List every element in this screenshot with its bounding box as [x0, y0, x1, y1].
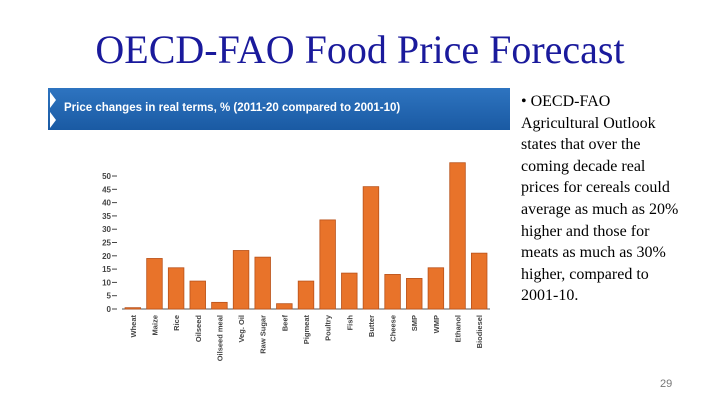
bullet-text: • OECD-FAO Agricultural Outlook states t… — [521, 93, 679, 305]
bar — [319, 219, 336, 310]
y-tick-label: 10 — [102, 278, 111, 287]
header-chevrons — [50, 92, 56, 128]
x-tick-label: Veg. Oil — [237, 315, 246, 343]
bar — [276, 303, 293, 310]
y-tick-label: 0 — [107, 305, 112, 314]
x-tick-label: Biodiesel — [475, 315, 484, 348]
x-tick-label: Pigmeat — [302, 315, 311, 345]
bar — [211, 301, 228, 310]
x-tick-label: Beef — [280, 315, 289, 332]
x-tick-label: Cheese — [389, 315, 398, 342]
y-tick-label: 45 — [102, 185, 111, 194]
bar — [449, 162, 466, 310]
x-tick-label: Raw Sugar — [259, 315, 268, 354]
y-tick-label: 50 — [102, 172, 111, 181]
bar — [427, 267, 445, 310]
y-tick-label: 25 — [102, 239, 111, 248]
bar — [232, 250, 250, 310]
y-tick-label: 20 — [102, 252, 111, 261]
x-tick-label: Fish — [345, 315, 354, 331]
y-tick-label: 30 — [102, 225, 111, 234]
y-tick-label: 35 — [102, 212, 111, 221]
bar — [146, 258, 163, 310]
bar — [254, 256, 271, 310]
y-tick-label: 5 — [107, 292, 112, 301]
bar — [124, 307, 142, 310]
bar — [470, 252, 488, 310]
x-tick-label: Poultry — [324, 314, 333, 341]
x-tick-label: Butter — [367, 315, 376, 337]
slide-title: OECD-FAO Food Price Forecast — [95, 27, 625, 72]
bar — [189, 280, 206, 310]
bar — [406, 278, 423, 310]
x-tick-label: WMP — [432, 315, 441, 333]
x-tick-label: Maize — [150, 315, 159, 335]
x-tick-label: Rice — [172, 315, 181, 331]
x-tick-label: Oilseed — [194, 315, 203, 343]
bar — [297, 280, 315, 310]
bar — [341, 272, 358, 310]
x-tick-label: Oilseed meal — [215, 315, 224, 361]
chart-header — [48, 88, 510, 130]
chart-title: Price changes in real terms, % (2011-20 … — [64, 102, 400, 114]
page-number: 29 — [660, 378, 673, 390]
bar — [384, 274, 401, 310]
bar — [167, 267, 185, 310]
y-tick-label: 15 — [102, 265, 111, 274]
x-tick-label: SMP — [410, 315, 419, 331]
x-tick-label: Ethanol — [454, 315, 463, 343]
x-tick-label: Wheat — [129, 314, 138, 337]
y-tick-label: 40 — [102, 199, 111, 208]
bar — [362, 186, 380, 310]
